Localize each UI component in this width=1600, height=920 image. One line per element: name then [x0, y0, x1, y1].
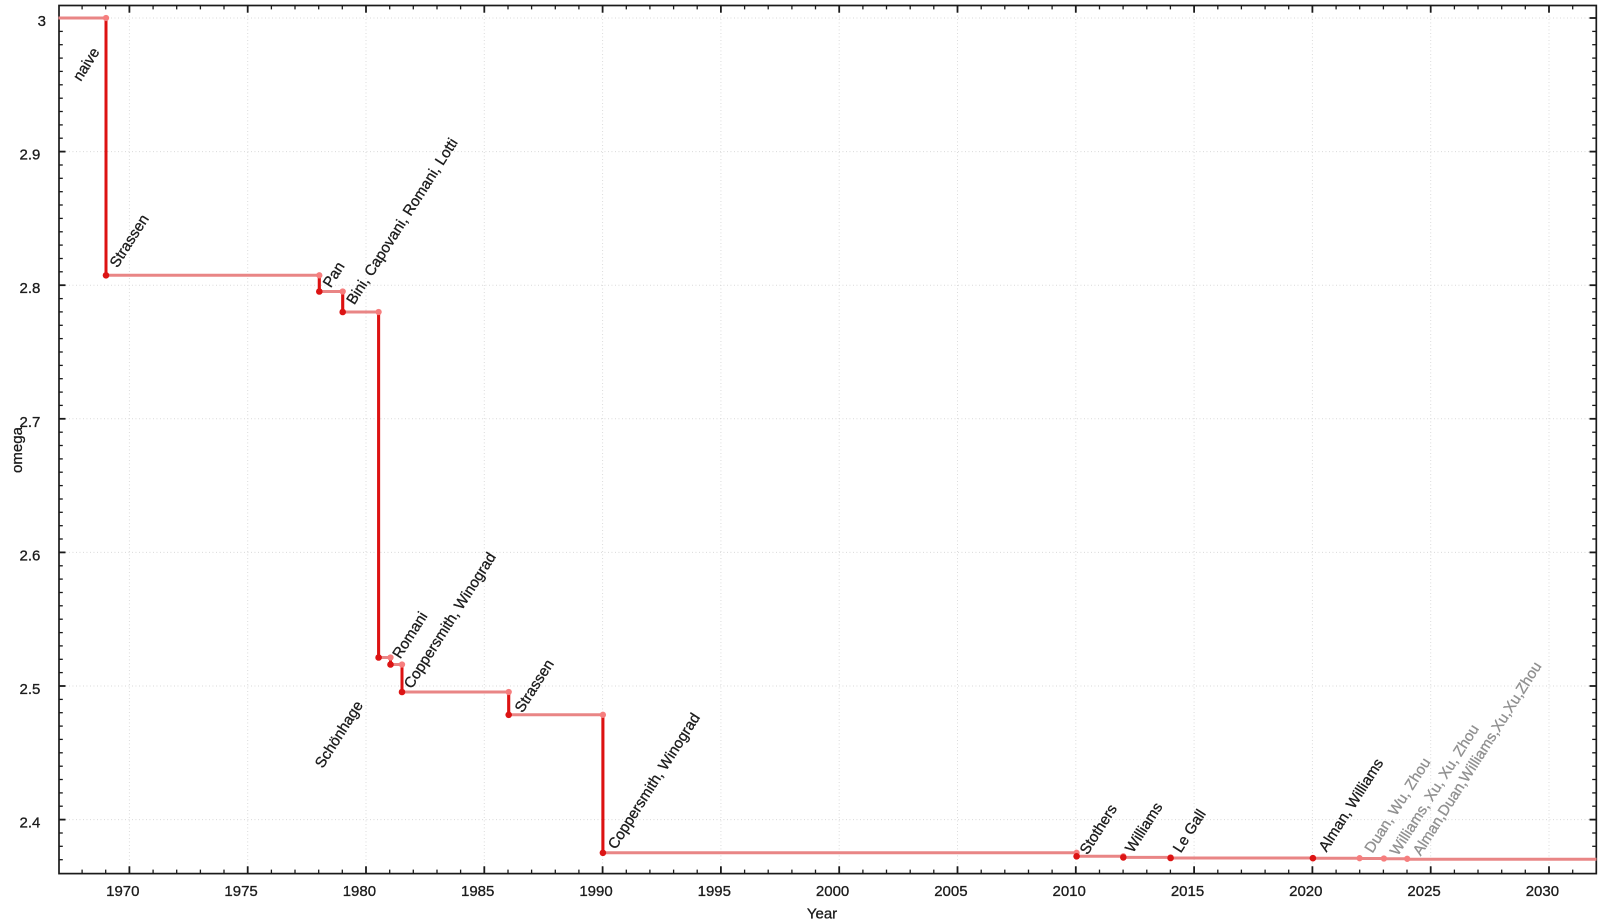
svg-text:2015: 2015 — [1171, 883, 1204, 900]
svg-text:2.5: 2.5 — [20, 681, 41, 698]
svg-text:2.8: 2.8 — [20, 280, 41, 297]
svg-text:2000: 2000 — [816, 883, 849, 900]
svg-text:2030: 2030 — [1526, 883, 1559, 900]
svg-text:2.4: 2.4 — [20, 815, 41, 832]
svg-text:2010: 2010 — [1053, 883, 1086, 900]
svg-text:1970: 1970 — [106, 883, 139, 900]
svg-text:1980: 1980 — [343, 883, 376, 900]
svg-text:Year: Year — [807, 906, 837, 920]
svg-text:2.7: 2.7 — [20, 414, 41, 431]
svg-text:1985: 1985 — [461, 883, 494, 900]
svg-text:1990: 1990 — [579, 883, 612, 900]
svg-text:3: 3 — [38, 13, 46, 30]
svg-text:2.6: 2.6 — [20, 547, 41, 564]
svg-text:2025: 2025 — [1407, 883, 1440, 900]
svg-text:1995: 1995 — [698, 883, 731, 900]
svg-text:2.9: 2.9 — [20, 147, 41, 164]
svg-text:2005: 2005 — [934, 883, 967, 900]
svg-text:omega: omega — [9, 426, 26, 473]
svg-text:2020: 2020 — [1289, 883, 1322, 900]
svg-text:1975: 1975 — [224, 883, 257, 900]
